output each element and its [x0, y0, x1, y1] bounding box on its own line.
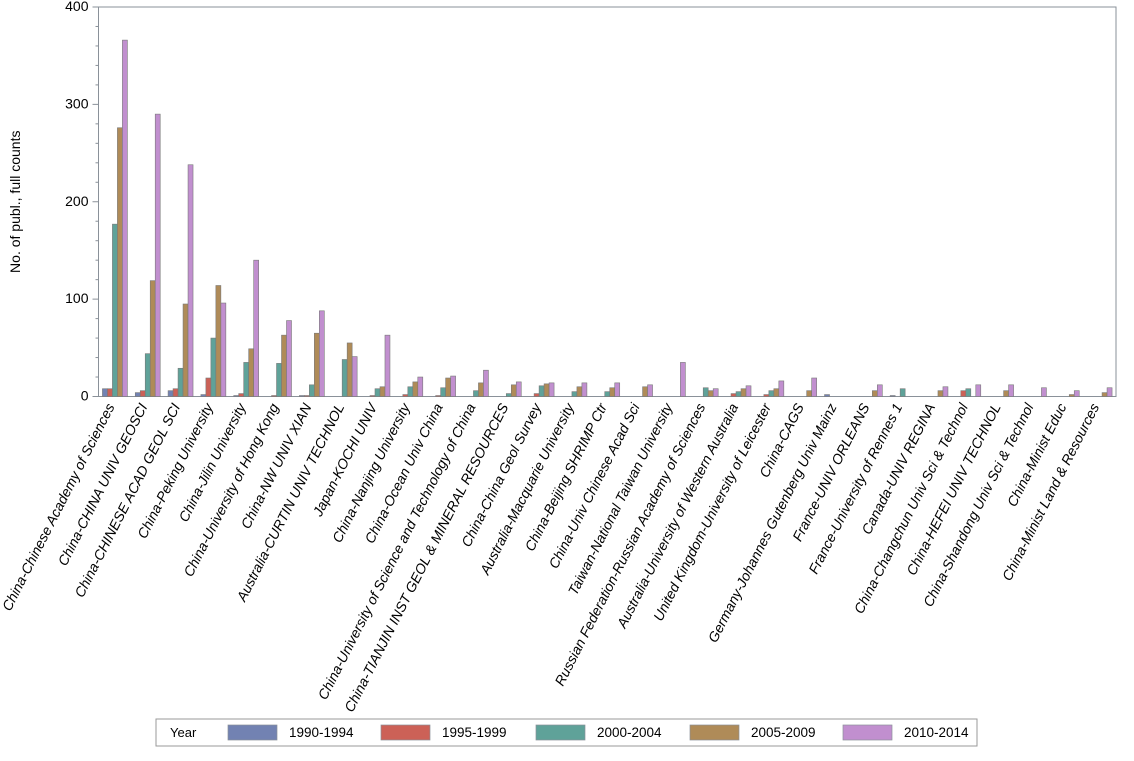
svg-text:China-Chinese Academy of Scien: China-Chinese Academy of Sciences	[0, 401, 118, 614]
svg-text:China-University of Science an: China-University of Science and Technolo…	[314, 400, 478, 702]
svg-text:300: 300	[65, 95, 89, 111]
svg-text:200: 200	[65, 193, 89, 209]
svg-text:2005-2009: 2005-2009	[751, 725, 816, 740]
svg-text:0: 0	[81, 388, 89, 404]
svg-text:400: 400	[65, 0, 89, 14]
svg-text:Year: Year	[170, 725, 197, 740]
svg-text:1995-1999: 1995-1999	[442, 725, 507, 740]
svg-text:2010-2014: 2010-2014	[904, 725, 969, 740]
svg-text:2000-2004: 2000-2004	[597, 725, 662, 740]
svg-text:No. of publ., full counts: No. of publ., full counts	[7, 131, 23, 273]
svg-text:1990-1994: 1990-1994	[289, 725, 354, 740]
svg-text:100: 100	[65, 290, 89, 306]
